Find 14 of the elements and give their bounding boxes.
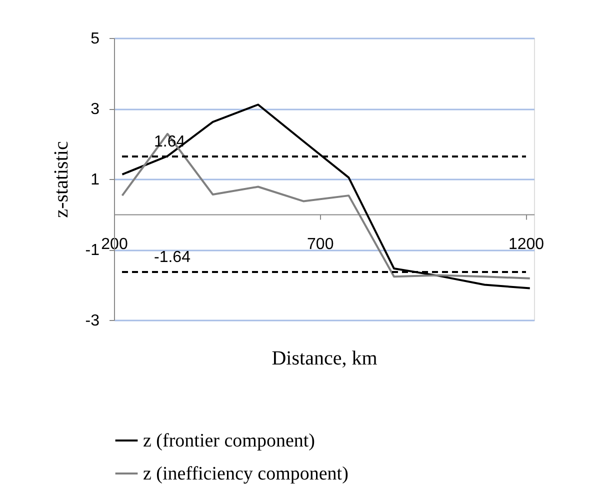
x-tick-label: 1200 [508,236,544,253]
y-tick-label: 5 [90,30,100,48]
ref-line-label: -1.64 [154,249,191,266]
y-axis-title: z-statistic [50,141,72,218]
ref-line-label: 1.64 [154,133,186,150]
x-axis-title: Distance, km [272,348,378,370]
x-tick-label: 200 [101,236,128,253]
y-tick-label: 1 [90,172,100,188]
y-tick-label: 3 [90,101,100,118]
x-tick-label: 700 [307,236,334,253]
legend-label: z (inefficiency component) [143,464,348,484]
y-tick-label: -1 [85,242,100,259]
y-tick-label: -3 [85,312,100,330]
legend-label: z (frontier component) [143,430,315,452]
